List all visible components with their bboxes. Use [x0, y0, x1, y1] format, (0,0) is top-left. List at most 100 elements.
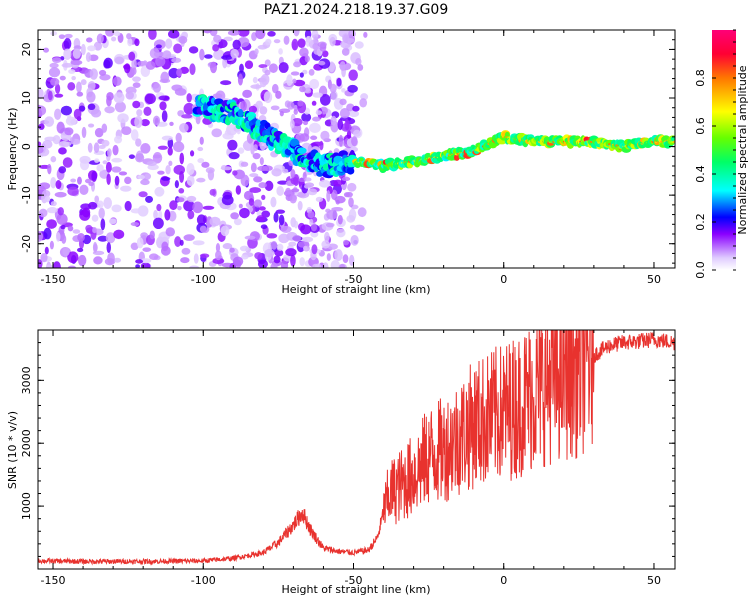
heatmap-cell — [59, 75, 66, 81]
heatmap-cell — [270, 196, 277, 208]
heatmap-cell — [186, 162, 195, 175]
heatmap-cell — [169, 200, 178, 211]
heatmap-cell — [155, 55, 166, 67]
heatmap-cell — [346, 130, 352, 139]
heatmap-cell — [349, 224, 357, 230]
heatmap-cell — [250, 84, 262, 89]
heatmap-cell — [94, 127, 104, 138]
heatmap-cell — [310, 135, 318, 141]
heatmap-cell — [264, 69, 271, 76]
heatmap-cell — [341, 176, 351, 182]
heatmap-cell — [357, 207, 367, 218]
heatmap-cell — [285, 248, 297, 257]
heatmap-cell — [232, 39, 241, 50]
heatmap-cell — [114, 56, 125, 65]
heatmap-cell — [310, 223, 318, 232]
heatmap-cell — [258, 64, 268, 69]
heatmap-cell — [70, 59, 83, 66]
heatmap-cell — [277, 180, 289, 185]
heatmap-cell — [50, 156, 57, 163]
heatmap-cell — [77, 233, 85, 242]
heatmap-cell — [85, 52, 92, 63]
heatmap-cell — [220, 166, 232, 171]
heatmap-cell — [38, 105, 47, 116]
heatmap-cell — [278, 214, 285, 226]
heatmap-cell — [239, 207, 250, 219]
heatmap-cell — [134, 116, 143, 128]
heatmap-cell — [232, 170, 238, 176]
heatmap-cell — [142, 247, 152, 252]
heatmap-cell — [348, 110, 360, 118]
heatmap-cell — [289, 138, 300, 147]
heatmap-cell — [355, 58, 362, 66]
heatmap-cell — [213, 34, 222, 43]
heatmap-cell — [107, 252, 115, 265]
heatmap-cell — [285, 187, 292, 195]
heatmap-cell — [73, 108, 82, 120]
heatmap-cell — [105, 161, 112, 173]
heatmap-cell — [161, 176, 171, 181]
heatmap-cell — [264, 249, 275, 258]
heatmap-cell — [259, 106, 268, 115]
heatmap-cell — [56, 213, 68, 225]
heatmap-cell — [63, 48, 72, 60]
heatmap-cell — [120, 185, 132, 192]
heatmap-cell — [55, 180, 62, 190]
heatmap-cell — [64, 127, 74, 136]
colorbar-label: Normalized spectral amplitude — [736, 65, 749, 234]
heatmap-cell — [248, 105, 258, 114]
heatmap-cell — [96, 164, 104, 172]
heatmap-cell — [326, 253, 331, 261]
heatmap-cell — [38, 208, 48, 218]
heatmap-cell — [283, 35, 290, 45]
heatmap-cell — [223, 36, 233, 42]
heatmap-cell — [342, 33, 350, 43]
heatmap-cell — [161, 241, 169, 252]
heatmap-cell — [212, 93, 223, 99]
heatmap-cell — [148, 30, 157, 40]
heatmap-cell — [103, 59, 111, 69]
heatmap-cell — [61, 63, 74, 68]
heatmap-cell — [113, 31, 121, 37]
heatmap-cell — [297, 200, 303, 211]
heatmap-cell — [179, 239, 184, 246]
spectrogram-x-tick-label: -100 — [191, 273, 216, 286]
heatmap-cell — [209, 61, 217, 74]
heatmap-cell — [183, 234, 195, 241]
heatmap-cell — [207, 169, 215, 181]
heatmap-cell — [273, 212, 279, 223]
heatmap-cell — [254, 252, 263, 260]
heatmap-cell — [278, 48, 283, 55]
heatmap-cell — [300, 224, 312, 235]
snr-y-tick-label: 1000 — [20, 492, 33, 520]
heatmap-cell — [227, 30, 240, 36]
spectrogram-frame — [37, 29, 676, 269]
heatmap-cell — [309, 78, 320, 90]
heatmap-cell — [290, 169, 296, 179]
heatmap-cell — [189, 265, 200, 268]
heatmap-cell — [189, 63, 196, 75]
heatmap-cell — [345, 191, 353, 198]
heatmap-cell — [44, 116, 55, 127]
heatmap-cell — [132, 76, 141, 82]
heatmap-cell — [244, 60, 254, 70]
heatmap-cell — [137, 174, 145, 180]
heatmap-cell — [85, 37, 93, 43]
heatmap-cell — [212, 44, 220, 52]
heatmap-cell — [220, 80, 232, 86]
heatmap-cell — [209, 216, 221, 227]
heatmap-cell — [149, 253, 159, 261]
heatmap-cell — [259, 75, 268, 88]
heatmap-cell — [154, 186, 165, 197]
heatmap-cell — [80, 79, 87, 86]
heatmap-cell — [144, 173, 152, 180]
heatmap-cell — [136, 237, 144, 249]
heatmap-cell — [312, 263, 319, 268]
heatmap-cell — [124, 200, 132, 212]
heatmap-cell — [273, 39, 281, 44]
heatmap-cell — [290, 254, 296, 267]
heatmap-cell — [60, 105, 72, 116]
heatmap-cell — [162, 50, 172, 60]
heatmap-cell — [38, 141, 42, 147]
heatmap-cell — [98, 144, 106, 149]
